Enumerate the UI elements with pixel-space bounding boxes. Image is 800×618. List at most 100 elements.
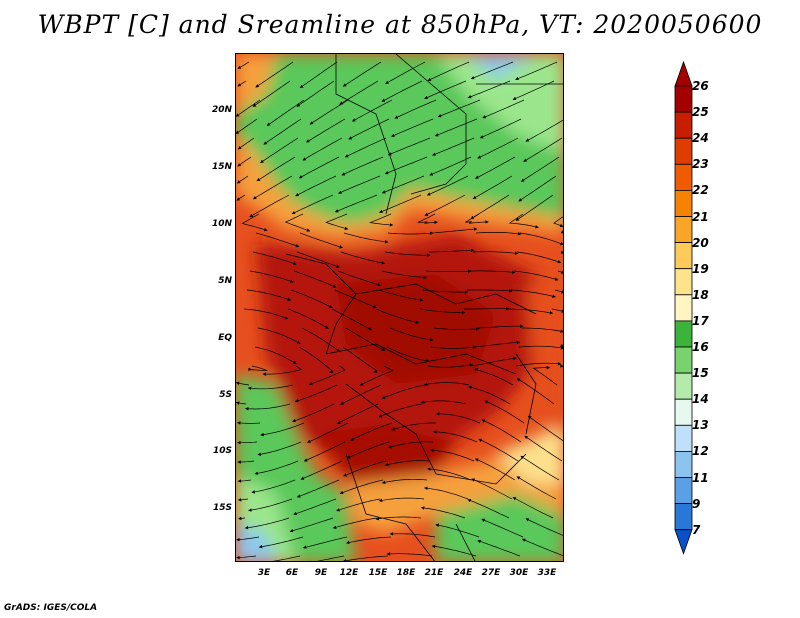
streamline xyxy=(512,80,555,100)
colorbar-swatch xyxy=(674,294,693,322)
country-borders xyxy=(285,54,563,561)
streamline xyxy=(385,61,426,84)
streamline xyxy=(554,289,563,294)
streamline xyxy=(520,455,560,481)
streamline xyxy=(300,460,343,480)
streamline xyxy=(435,523,480,538)
streamline xyxy=(381,478,428,484)
colorbar-swatch xyxy=(674,346,693,374)
streamline xyxy=(291,194,334,215)
streamline xyxy=(515,194,554,221)
lat-label-5s: 5S xyxy=(219,390,232,400)
colorbar-swatch xyxy=(674,268,693,296)
streamline xyxy=(338,175,381,194)
streamline xyxy=(344,137,387,158)
colorbar-label: 9 xyxy=(692,496,701,511)
streamline xyxy=(261,555,301,561)
streamline xyxy=(419,308,466,315)
streamline xyxy=(375,516,422,521)
streamline xyxy=(342,346,378,373)
streamline xyxy=(425,269,472,274)
streamline xyxy=(295,175,337,197)
streamline xyxy=(287,308,329,329)
grads-credit: GrADS: IGES/COLA xyxy=(4,603,98,613)
streamline xyxy=(237,61,250,69)
streamline xyxy=(252,251,297,266)
colorbar-label: 26 xyxy=(692,79,709,93)
streamline xyxy=(236,536,260,542)
streamline xyxy=(237,516,246,521)
streamline xyxy=(237,498,249,502)
colorbar-swatch xyxy=(674,216,693,244)
streamline xyxy=(532,365,558,386)
streamline xyxy=(246,289,292,301)
streamline xyxy=(237,156,252,167)
streamline xyxy=(375,308,420,324)
streamline xyxy=(515,361,562,367)
colorbar-swatch xyxy=(674,320,693,348)
streamline xyxy=(290,289,333,308)
streamline xyxy=(519,232,563,246)
colorbar-label: 13 xyxy=(692,418,709,433)
streamline xyxy=(426,175,469,196)
streamline xyxy=(299,61,338,88)
colorbar-label: 15 xyxy=(692,366,709,381)
colorbar-label: 19 xyxy=(692,261,709,276)
streamline xyxy=(293,498,337,516)
streamline xyxy=(256,156,296,182)
colorbar-label: 17 xyxy=(692,313,709,328)
streamline xyxy=(342,555,389,561)
lon-label-9e: 9E xyxy=(314,568,328,578)
streamline xyxy=(430,448,475,462)
streamline xyxy=(481,419,522,443)
streamline xyxy=(470,61,514,80)
colorbar-swatch xyxy=(674,111,693,139)
lon-label-3e: 3E xyxy=(257,568,271,578)
streamline xyxy=(474,458,516,481)
streamline xyxy=(518,175,557,202)
streamline xyxy=(298,156,340,179)
streamline xyxy=(432,137,475,156)
streamline xyxy=(236,555,257,560)
streamline xyxy=(339,479,384,495)
colorbar-swatch xyxy=(674,372,693,400)
lat-label-5n: 5N xyxy=(218,276,232,286)
streamline xyxy=(468,385,511,405)
streamline xyxy=(389,532,436,538)
streamline xyxy=(516,251,562,264)
streamline xyxy=(263,118,302,145)
lon-label-18e: 18E xyxy=(396,568,416,578)
streamline xyxy=(236,99,261,117)
streamline xyxy=(471,356,517,367)
streamline xyxy=(379,194,422,213)
streamline xyxy=(237,137,255,150)
streamline xyxy=(339,80,379,105)
streamline xyxy=(471,478,513,500)
streamline xyxy=(481,518,524,538)
lat-label-10s: 10S xyxy=(212,446,232,456)
streamline xyxy=(467,80,511,99)
streamline xyxy=(433,327,480,331)
lon-label-21e: 21E xyxy=(424,568,444,578)
colorbar-swatch xyxy=(674,424,693,452)
streamline xyxy=(334,289,377,309)
streamline xyxy=(258,536,304,549)
colorbar-label: 25 xyxy=(692,105,709,120)
streamline xyxy=(512,497,554,519)
colorbar-swatch xyxy=(674,450,693,478)
streamline xyxy=(513,270,559,281)
streamline xyxy=(386,346,430,363)
streamline xyxy=(236,118,258,134)
streamline xyxy=(351,99,393,122)
streamline xyxy=(249,270,294,283)
colorbar-label: 7 xyxy=(692,522,701,537)
streamline xyxy=(341,156,384,176)
streamline xyxy=(350,422,393,441)
streamline xyxy=(293,270,337,288)
colorbar-swatch xyxy=(674,85,693,113)
streamline xyxy=(244,517,290,530)
streamline xyxy=(247,384,294,391)
streamline xyxy=(434,118,478,137)
streamline xyxy=(236,381,250,386)
streamline xyxy=(384,460,431,467)
